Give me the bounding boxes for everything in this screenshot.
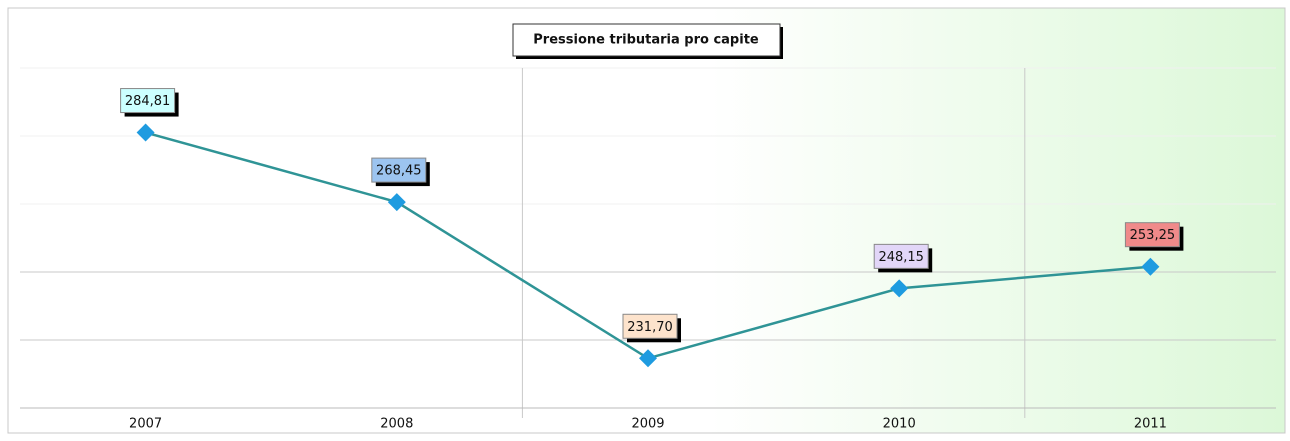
title-box: [512, 23, 781, 57]
chart-frame: [7, 7, 1286, 434]
data-label: 284,81: [125, 94, 171, 109]
data-point: [136, 123, 155, 142]
data-label: 268,45: [376, 164, 422, 179]
x-tick-label: 2009: [631, 417, 664, 432]
data-label-box: [873, 243, 929, 269]
data-point: [890, 279, 909, 298]
data-label: 231,70: [627, 320, 673, 335]
x-tick-label: 2011: [1134, 417, 1167, 432]
data-point: [387, 193, 406, 212]
data-label-box: [120, 88, 176, 114]
x-tick-label: 2008: [380, 417, 413, 432]
data-label-box: [622, 313, 678, 339]
data-point: [639, 349, 657, 368]
chart-title: Pressione tributaria pro capite: [533, 33, 759, 48]
data-label: 248,15: [878, 250, 924, 265]
data-label-box: [371, 157, 427, 183]
data-point: [1141, 257, 1160, 276]
data-label: 253,25: [1130, 228, 1176, 243]
x-tick-label: 2007: [129, 417, 162, 432]
x-tick-label: 2010: [883, 417, 916, 432]
data-label-box: [1124, 222, 1180, 248]
